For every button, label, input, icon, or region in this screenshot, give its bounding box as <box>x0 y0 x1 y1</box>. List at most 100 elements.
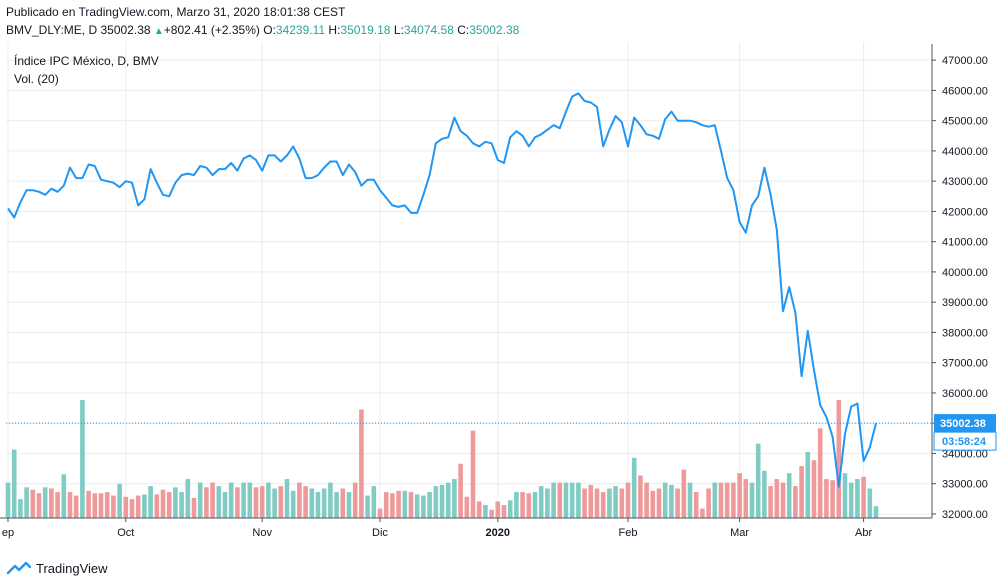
volume-bar <box>148 486 153 518</box>
legend-volume: Vol. (20) <box>14 72 59 86</box>
volume-bar <box>532 492 538 518</box>
x-tick-label: Oct <box>117 527 134 539</box>
volume-bar <box>557 482 563 518</box>
price-chart[interactable]: 47000.00 46000.00 45000.00 44000.00 43000.00… <box>0 40 1006 550</box>
volume-bar <box>507 500 513 518</box>
volume-bar <box>619 488 625 518</box>
open-value: 34239.11 <box>275 23 326 37</box>
volume-bar <box>681 469 687 518</box>
low-label: L: <box>393 23 404 37</box>
volume-bar <box>371 486 377 518</box>
volume-bar <box>669 484 674 518</box>
y-tick-label: 38000.00 <box>942 327 988 339</box>
volume-bars <box>5 400 879 518</box>
volume-bar <box>470 430 476 518</box>
volume-bar <box>445 482 451 518</box>
volume-bar <box>235 487 240 518</box>
volume-bar <box>737 473 742 518</box>
volume-bar <box>700 508 705 518</box>
volume-bar <box>309 488 315 518</box>
volume-bar <box>780 482 786 518</box>
close-value: 35002.38 <box>469 23 520 37</box>
volume-bar <box>762 470 767 518</box>
volume-bar <box>383 492 389 518</box>
volume-bar <box>656 488 662 518</box>
volume-bar <box>352 482 358 518</box>
volume-bar <box>706 488 711 518</box>
x-tick-label: Mar <box>730 527 749 539</box>
volume-bar <box>67 492 73 518</box>
price-series <box>6 92 932 488</box>
high-label: H: <box>328 23 341 37</box>
volume-bar <box>359 409 364 518</box>
volume-bar <box>594 488 600 518</box>
volume-bar <box>98 493 104 518</box>
volume-bar <box>408 492 414 518</box>
volume-bar <box>36 493 42 518</box>
volume-bar <box>600 492 606 518</box>
volume-bar <box>873 506 879 518</box>
volume-bar <box>607 488 612 518</box>
volume-bar <box>718 482 724 518</box>
volume-bar <box>123 496 129 518</box>
volume-bar <box>520 492 525 518</box>
volume-bar <box>861 476 866 518</box>
volume-bar <box>805 451 811 518</box>
volume-bar <box>241 482 246 518</box>
volume-bar <box>284 479 290 518</box>
volume-bar <box>421 495 426 518</box>
volume-bar <box>476 501 482 518</box>
legend-title: Índice IPC México, D, BMV <box>14 53 159 68</box>
low-value: 34074.58 <box>403 23 454 37</box>
volume-bar <box>185 479 191 518</box>
volume-bar <box>755 443 761 518</box>
volume-bar <box>290 490 296 518</box>
volume-bar <box>836 400 842 518</box>
volume-bar <box>92 493 98 518</box>
volume-bar <box>259 486 265 518</box>
volume-bar <box>588 484 594 518</box>
volume-bar <box>86 490 91 518</box>
volume-bar <box>173 487 178 518</box>
volume-bar <box>346 492 352 518</box>
y-tick-label: 32000.00 <box>942 509 988 521</box>
x-tick-label: Abr <box>855 527 872 539</box>
tradingview-brand[interactable]: TradingView <box>6 560 108 576</box>
volume-bar <box>253 487 259 518</box>
volume-bar <box>786 473 792 518</box>
countdown-label: 03:58:24 <box>942 436 987 448</box>
y-tick-label: 44000.00 <box>942 146 988 158</box>
change-value: +802.41 (+2.35%) <box>163 23 260 37</box>
volume-bar <box>414 494 420 518</box>
x-tick-label: 2020 <box>486 527 510 539</box>
volume-bar <box>80 400 85 518</box>
volume-bar <box>315 492 321 518</box>
volume-bar <box>452 479 457 518</box>
volume-bar <box>303 486 308 518</box>
volume-bar <box>514 492 519 518</box>
volume-bar <box>61 474 67 518</box>
chart-axes: 47000.00 46000.00 45000.00 44000.00 43000.00… <box>0 44 997 539</box>
y-tick-label: 47000.00 <box>942 55 988 67</box>
volume-bar <box>712 482 718 518</box>
volume-bar <box>631 457 637 518</box>
y-tick-label: 46000.00 <box>942 85 988 97</box>
volume-bar <box>817 428 823 518</box>
last-price-label: 35002.38 <box>940 418 986 430</box>
volume-bar <box>179 492 184 518</box>
volume-bar <box>117 483 122 518</box>
countdown-badge <box>933 431 997 451</box>
volume-bar <box>272 488 277 518</box>
y-tick-label: 41000.00 <box>942 237 988 249</box>
y-tick-label: 37000.00 <box>942 358 988 370</box>
volume-bar <box>328 482 333 518</box>
volume-bar <box>439 484 445 518</box>
volume-bar <box>42 487 48 518</box>
volume-bar <box>625 482 631 518</box>
volume-bar <box>24 487 29 518</box>
volume-bar <box>724 482 730 518</box>
volume-bar <box>768 486 773 518</box>
volume-bar <box>867 488 873 518</box>
up-arrow-icon: ▲ <box>153 26 164 37</box>
volume-bar <box>297 482 302 518</box>
